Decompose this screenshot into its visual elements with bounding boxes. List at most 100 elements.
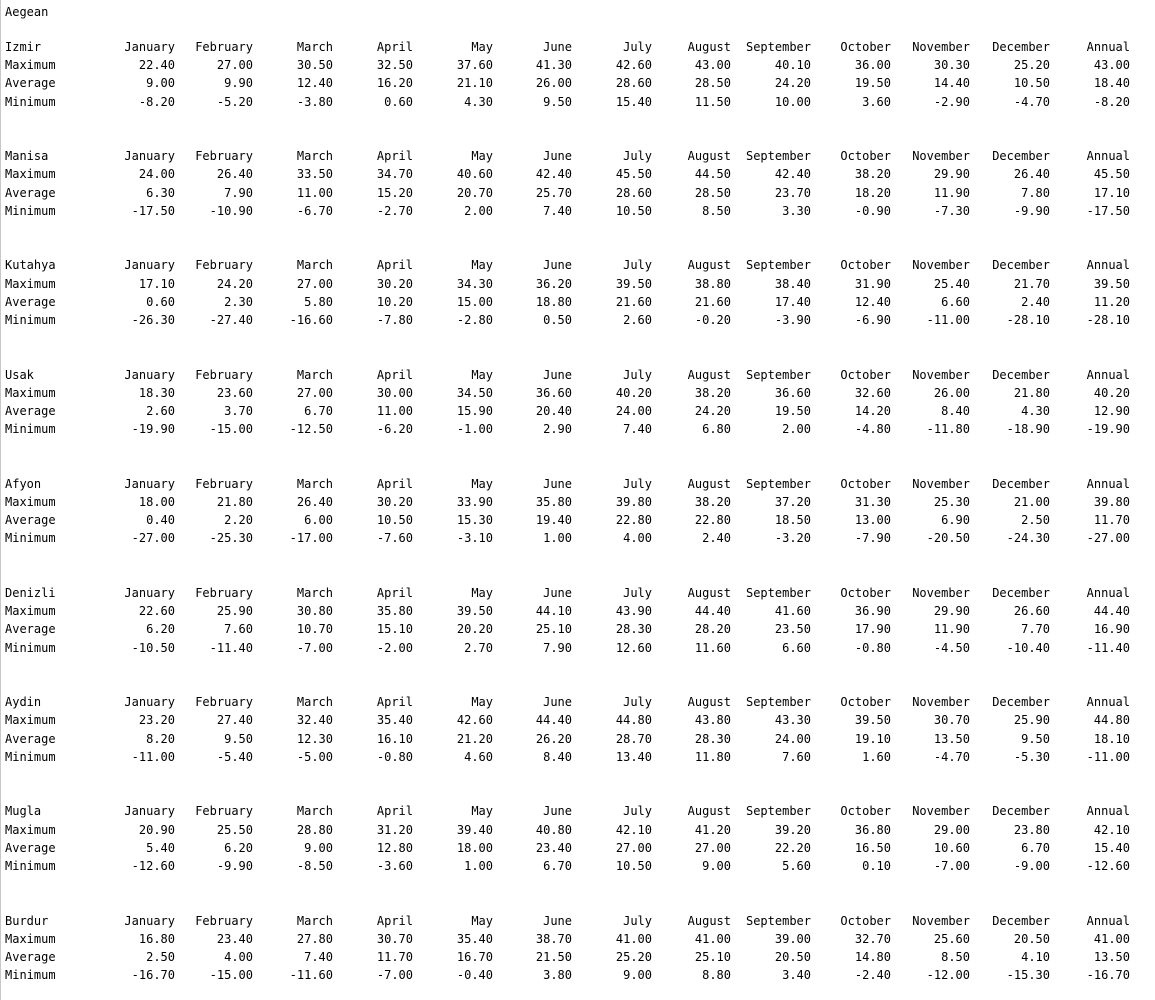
value-cell: 40.10 <box>774 58 811 73</box>
value-cell: 36.20 <box>535 276 572 291</box>
city-name: Usak <box>5 367 34 382</box>
column-header: March <box>296 804 333 819</box>
value-cell: 41.00 <box>615 931 652 946</box>
value-cell: 14.40 <box>933 76 970 91</box>
value-cell: 22.80 <box>694 513 731 528</box>
value-cell: -27.40 <box>209 312 253 327</box>
value-cell: 20.90 <box>138 822 175 837</box>
row-label: Maximum <box>5 385 56 400</box>
row-label: Minimum <box>5 312 56 327</box>
value-cell: 36.60 <box>774 385 811 400</box>
column-header: July <box>623 149 652 164</box>
value-cell: 43.30 <box>774 713 811 728</box>
column-header: July <box>623 258 652 273</box>
value-cell: -7.00 <box>933 858 970 873</box>
value-cell: 0.40 <box>146 513 175 528</box>
value-cell: 36.60 <box>535 385 572 400</box>
value-cell: 44.10 <box>535 604 572 619</box>
column-header: July <box>623 476 652 491</box>
value-cell: 26.00 <box>535 76 572 91</box>
value-cell: 23.40 <box>216 931 253 946</box>
value-cell: -24.30 <box>1006 531 1050 546</box>
value-cell: -2.70 <box>376 203 413 218</box>
value-cell: -4.70 <box>933 749 970 764</box>
value-cell: 16.20 <box>376 76 413 91</box>
column-header: July <box>623 804 652 819</box>
column-header: Annual <box>1086 367 1130 382</box>
value-cell: -3.10 <box>456 531 493 546</box>
column-header: June <box>543 586 572 600</box>
data-row: Average 5.40 6.20 9.00 12.80 18.00 23.40 27.00 2… <box>5 839 1145 857</box>
value-cell: -7.00 <box>376 968 413 983</box>
value-cell: 3.80 <box>543 968 572 983</box>
data-row: Minimum -19.90 -15.00 -12.50 -6.20 -1.00 2.90 7… <box>5 420 1145 438</box>
value-cell: 40.20 <box>1093 385 1130 400</box>
value-cell: 30.20 <box>376 494 413 509</box>
value-cell: 38.20 <box>854 167 891 182</box>
value-cell: -3.80 <box>296 94 333 109</box>
value-cell: 2.40 <box>1021 294 1050 309</box>
value-cell: 17.90 <box>854 622 891 637</box>
data-row: Average 0.60 2.30 5.80 10.20 15.00 18.80 21.60 2… <box>5 293 1145 311</box>
value-cell: 6.00 <box>304 513 333 528</box>
row-label: Minimum <box>5 94 56 109</box>
value-cell: 13.50 <box>1093 949 1130 964</box>
value-cell: 2.60 <box>623 312 652 327</box>
data-row: Maximum 20.90 25.50 28.80 31.20 39.40 40.80 42.… <box>5 821 1145 839</box>
city-name: Burdur <box>5 913 49 928</box>
value-cell: 21.80 <box>216 494 253 509</box>
value-cell: -3.60 <box>376 858 413 873</box>
value-cell: -5.40 <box>216 749 253 764</box>
value-cell: 18.20 <box>854 185 891 200</box>
value-cell: 4.30 <box>1021 403 1050 418</box>
data-row: Minimum -11.00 -5.40 -5.00 -0.80 4.60 8.40 13.4… <box>5 748 1145 766</box>
value-cell: -2.00 <box>376 640 413 655</box>
value-cell: 3.40 <box>782 968 811 983</box>
column-header: December <box>992 695 1050 710</box>
value-cell: 11.70 <box>376 949 413 964</box>
value-cell: 26.60 <box>1013 604 1050 619</box>
value-cell: 15.10 <box>376 622 413 637</box>
value-cell: 18.50 <box>774 513 811 528</box>
value-cell: 6.20 <box>224 840 253 855</box>
column-header: December <box>992 40 1050 54</box>
left-border-rule <box>0 0 1 1000</box>
column-header: September <box>745 586 811 600</box>
value-cell: 9.00 <box>623 968 652 983</box>
row-label: Minimum <box>5 531 56 546</box>
value-cell: 10.50 <box>1013 76 1050 91</box>
column-header: October <box>840 913 891 928</box>
value-cell: 42.10 <box>615 822 652 837</box>
value-cell: 11.50 <box>694 94 731 109</box>
value-cell: 27.00 <box>694 840 731 855</box>
value-cell: 16.50 <box>854 840 891 855</box>
value-cell: 7.60 <box>782 749 811 764</box>
value-cell: 12.40 <box>296 76 333 91</box>
value-cell: 9.90 <box>224 76 253 91</box>
value-cell: 31.90 <box>854 276 891 291</box>
value-cell: 19.50 <box>774 403 811 418</box>
column-header: September <box>745 258 811 273</box>
value-cell: -18.90 <box>1006 422 1050 437</box>
column-header: December <box>992 804 1050 819</box>
value-cell: 13.40 <box>615 749 652 764</box>
row-label: Average <box>5 622 56 637</box>
column-header: May <box>471 367 493 382</box>
column-header: January <box>124 804 175 819</box>
data-row: Average 8.20 9.50 12.30 16.10 21.20 26.20 28.70… <box>5 730 1145 748</box>
value-cell: 30.50 <box>296 58 333 73</box>
value-cell: -0.80 <box>376 749 413 764</box>
column-header: January <box>124 476 175 491</box>
value-cell: 2.30 <box>224 294 253 309</box>
value-cell: 15.90 <box>456 403 493 418</box>
column-header: May <box>471 149 493 164</box>
city-name: Afyon <box>5 476 42 491</box>
column-header: July <box>623 695 652 710</box>
value-cell: -11.40 <box>1086 640 1130 655</box>
column-header: March <box>296 258 333 273</box>
value-cell: 12.60 <box>615 640 652 655</box>
value-cell: -15.00 <box>209 422 253 437</box>
value-cell: 27.00 <box>296 276 333 291</box>
value-cell: 6.60 <box>941 294 970 309</box>
value-cell: 12.40 <box>854 294 891 309</box>
